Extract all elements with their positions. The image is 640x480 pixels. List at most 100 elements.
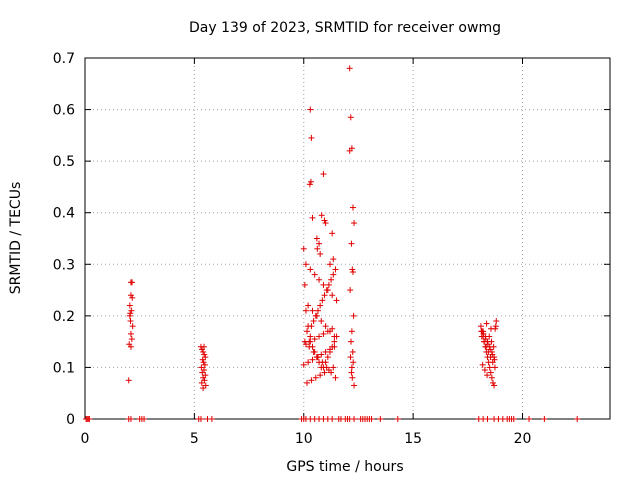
data-point <box>541 416 548 422</box>
data-point <box>128 307 135 314</box>
y-tick-label: 0.7 <box>53 51 75 67</box>
data-point <box>327 261 333 268</box>
x-axis-title: GPS time / hours <box>286 459 403 475</box>
data-point <box>301 338 308 345</box>
x-tick-label: 0 <box>81 431 90 447</box>
data-point <box>306 343 313 350</box>
data-point <box>349 204 356 211</box>
data-point <box>314 307 321 314</box>
data-point <box>307 178 314 185</box>
data-point <box>574 416 581 422</box>
data-point <box>347 287 354 294</box>
data-point <box>330 271 337 278</box>
y-tick-label: 0.5 <box>53 154 75 170</box>
data-point <box>510 416 517 422</box>
data-point <box>200 374 207 381</box>
chart-title: Day 139 of 2023, SRMTID for receiver owm… <box>189 20 501 36</box>
x-tick-label: 15 <box>404 431 422 447</box>
data-point <box>302 341 309 348</box>
data-point <box>332 266 339 273</box>
data-point <box>313 312 320 319</box>
data-point <box>304 328 311 335</box>
data-point <box>347 114 354 121</box>
data-point <box>318 318 325 325</box>
data-point <box>480 328 487 335</box>
data-point <box>305 302 312 309</box>
data-point <box>488 325 494 332</box>
data-point <box>488 348 495 355</box>
data-point <box>125 377 132 384</box>
data-point <box>317 302 324 309</box>
data-point <box>316 333 323 340</box>
data-point <box>483 320 490 327</box>
data-point <box>394 416 401 422</box>
data-point <box>300 245 307 252</box>
data-point <box>488 374 495 381</box>
data-point <box>129 323 136 330</box>
data-point <box>324 328 331 335</box>
data-point <box>320 171 327 178</box>
data-point <box>198 364 205 371</box>
data-point <box>481 367 488 374</box>
data-point <box>489 379 496 386</box>
y-axis-title: SRMTID / TECUs <box>8 182 24 295</box>
data-point <box>310 318 317 325</box>
data-point <box>319 359 326 366</box>
data-point <box>320 330 327 337</box>
data-point <box>487 369 494 376</box>
data-point <box>486 343 493 350</box>
data-point <box>318 351 325 358</box>
data-point <box>317 372 324 379</box>
data-point <box>321 292 328 299</box>
data-point <box>314 245 321 252</box>
data-point <box>331 333 338 340</box>
data-point <box>491 364 498 371</box>
y-tick-label: 0 <box>66 412 75 428</box>
data-point <box>330 364 337 371</box>
data-point <box>477 323 484 330</box>
data-point <box>319 297 326 304</box>
data-point <box>313 235 320 242</box>
data-point <box>199 369 206 376</box>
data-point <box>202 354 209 361</box>
data-point <box>127 416 134 422</box>
data-point <box>312 374 319 381</box>
data-point <box>348 240 355 247</box>
data-point <box>348 364 355 371</box>
data-point <box>320 281 327 288</box>
data-point <box>346 147 353 154</box>
data-point <box>318 212 325 219</box>
data-point <box>325 367 332 374</box>
x-tick-label: 5 <box>190 431 199 447</box>
x-tick-label: 10 <box>295 431 313 447</box>
data-point <box>201 377 208 384</box>
data-point <box>479 361 486 368</box>
data-point <box>141 416 148 422</box>
data-point <box>200 359 207 366</box>
data-point <box>484 372 491 379</box>
data-point <box>308 134 315 141</box>
plot-frame <box>84 57 611 420</box>
data-point <box>348 369 355 376</box>
data-point <box>349 269 356 276</box>
data-point <box>198 379 205 386</box>
data-point <box>317 250 324 257</box>
data-point <box>129 294 136 301</box>
data-point <box>331 343 338 350</box>
data-point <box>197 416 204 422</box>
data-point <box>127 292 134 299</box>
data-point <box>331 338 338 345</box>
data-point <box>127 343 134 350</box>
data-point <box>329 292 336 299</box>
data-point <box>321 217 328 224</box>
data-point <box>322 348 329 355</box>
data-point <box>304 379 311 386</box>
data-point <box>348 328 355 335</box>
data-point <box>316 240 323 247</box>
data-point <box>305 359 312 366</box>
data-point <box>300 361 307 368</box>
data-point <box>127 330 134 337</box>
data-point <box>199 356 206 363</box>
data-point <box>201 361 208 368</box>
